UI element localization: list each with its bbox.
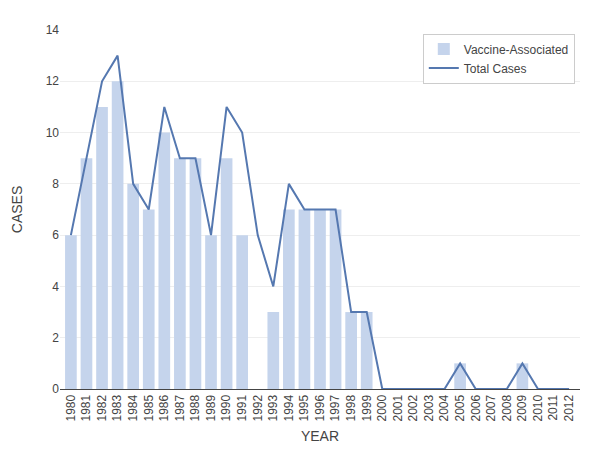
svg-text:2001: 2001 [391, 394, 405, 421]
svg-text:10: 10 [46, 126, 60, 140]
svg-text:Total Cases: Total Cases [464, 62, 527, 76]
svg-text:2008: 2008 [500, 394, 514, 421]
svg-text:1986: 1986 [157, 394, 171, 421]
svg-text:2005: 2005 [453, 394, 467, 421]
svg-text:2: 2 [52, 331, 59, 345]
svg-text:1991: 1991 [235, 394, 249, 421]
svg-text:2000: 2000 [375, 394, 389, 421]
svg-text:4: 4 [52, 280, 59, 294]
svg-text:1996: 1996 [313, 394, 327, 421]
svg-text:1988: 1988 [188, 394, 202, 421]
svg-text:1999: 1999 [360, 394, 374, 421]
svg-text:1993: 1993 [266, 394, 280, 421]
svg-text:6: 6 [52, 228, 59, 242]
svg-text:1980: 1980 [64, 394, 78, 421]
svg-text:1995: 1995 [297, 394, 311, 421]
svg-text:1997: 1997 [328, 394, 342, 421]
svg-text:1982: 1982 [95, 394, 109, 421]
svg-text:1981: 1981 [79, 394, 93, 421]
svg-text:1985: 1985 [142, 394, 156, 421]
svg-text:2004: 2004 [437, 394, 451, 421]
svg-text:1987: 1987 [173, 394, 187, 421]
svg-text:Vaccine-Associated: Vaccine-Associated [464, 43, 569, 57]
svg-text:1989: 1989 [204, 394, 218, 421]
svg-text:14: 14 [46, 23, 60, 37]
svg-text:2006: 2006 [469, 394, 483, 421]
svg-text:0: 0 [52, 382, 59, 396]
svg-text:2007: 2007 [484, 394, 498, 421]
svg-text:YEAR: YEAR [301, 428, 339, 444]
svg-text:1998: 1998 [344, 394, 358, 421]
svg-text:CASES: CASES [9, 186, 25, 233]
svg-text:12: 12 [46, 74, 60, 88]
svg-text:2003: 2003 [422, 394, 436, 421]
svg-text:1983: 1983 [111, 394, 125, 421]
svg-text:8: 8 [52, 177, 59, 191]
svg-text:1992: 1992 [251, 394, 265, 421]
svg-text:1994: 1994 [282, 394, 296, 421]
svg-text:2009: 2009 [515, 394, 529, 421]
svg-text:2010: 2010 [531, 394, 545, 421]
svg-text:2012: 2012 [562, 394, 576, 421]
svg-text:1984: 1984 [126, 394, 140, 421]
svg-text:2002: 2002 [406, 394, 420, 421]
svg-text:1990: 1990 [219, 394, 233, 421]
svg-text:2011: 2011 [546, 394, 560, 420]
